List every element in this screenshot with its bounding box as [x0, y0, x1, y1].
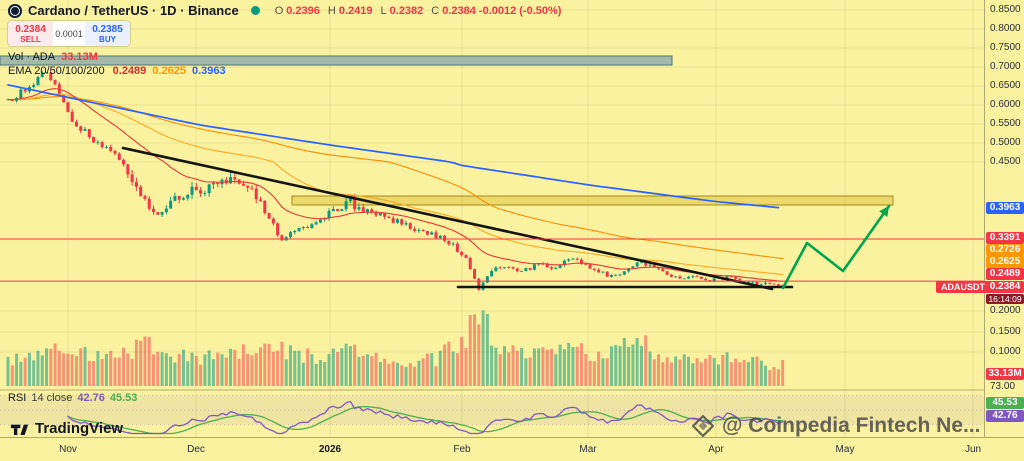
price-grid-label: 0.5000 — [990, 137, 1021, 148]
close-value: 0.2384 — [442, 4, 476, 17]
coinpedia-logo-icon — [692, 415, 714, 437]
symbol-header: Cardano / TetherUS · 1D · Binance O 0.239… — [8, 3, 561, 18]
price-grid-label: 0.1000 — [990, 346, 1021, 357]
open-value: 0.2396 — [286, 4, 320, 17]
market-status-icon — [250, 6, 260, 15]
price-grid-label: 0.7500 — [990, 42, 1021, 53]
spread-value: 0.0001 — [53, 21, 85, 46]
close-label: C — [431, 4, 440, 17]
low-value: 0.2382 — [389, 4, 424, 17]
rsi-ma-value: 45.53 — [109, 392, 138, 404]
buy-label: BUY — [99, 34, 116, 44]
price-tag: 0.2489 — [986, 268, 1024, 280]
time-axis-label: Mar — [579, 444, 597, 455]
price-grid-label: 0.1500 — [990, 326, 1021, 337]
time-axis-label: 2026 — [318, 444, 342, 455]
time-axis-label: May — [835, 444, 855, 455]
rsi-indicator-label[interactable]: RSI — [8, 392, 27, 404]
price-tag: 0.3391 — [986, 232, 1024, 244]
time-axis-label: Apr — [708, 444, 724, 455]
tradingview-logo-icon — [10, 424, 29, 435]
sell-label: SELL — [20, 34, 41, 44]
countdown-tag: 16:14:09 — [986, 294, 1024, 304]
open-label: O — [274, 4, 284, 17]
symbol-price-chip: ADAUSDT — [936, 281, 990, 293]
change-value: -0.0012 (-0.50%) — [478, 4, 562, 17]
price-grid-label: 0.7000 — [990, 61, 1021, 72]
price-grid-label: 0.6000 — [990, 99, 1021, 110]
price-axis[interactable]: 0.8500 0.8000 0.7500 0.7000 0.6500 0.6000 0.55… — [984, 0, 1024, 437]
ema-values: 0.2489 0.2625 0.3963 — [107, 65, 226, 77]
ema-value: 0.2489 — [112, 65, 147, 77]
buy-price: 0.2385 — [92, 23, 123, 35]
watermark-text: @ Coinpedia Fintech Ne... — [722, 414, 981, 437]
price-grid-label: 0.8000 — [990, 23, 1021, 34]
watermark: @ Coinpedia Fintech Ne... — [692, 414, 981, 438]
rsi-params: 14 close — [31, 392, 73, 404]
ema-indicator-row: EMA 20/50/100/200 0.2489 0.2625 0.3963 — [8, 65, 226, 77]
ema-value: 0.3963 — [191, 65, 226, 77]
price-grid-label: 0.2000 — [990, 305, 1021, 316]
low-label: L — [380, 4, 387, 17]
rsi-value-tag: 45.53 — [986, 397, 1024, 409]
tradingview-logo[interactable]: TradingView — [10, 420, 123, 437]
time-axis-label: Jun — [964, 444, 982, 455]
volume-indicator-label[interactable]: Vol · ADA — [8, 51, 56, 63]
rsi-indicator-row: RSI 14 close 42.76 45.53 — [8, 392, 137, 404]
buy-button[interactable]: 0.2385 BUY — [85, 21, 130, 46]
ema-indicator-label[interactable]: EMA 20/50/100/200 — [8, 65, 105, 77]
price-grid-label: 0.8500 — [990, 4, 1021, 15]
time-axis-label: Dec — [187, 444, 205, 455]
sell-price: 0.2384 — [15, 23, 46, 35]
tradingview-logo-text: TradingView — [35, 420, 124, 437]
price-grid-label: 0.5500 — [990, 118, 1021, 129]
price-tag: 0.3963 — [986, 202, 1024, 214]
time-axis-label: Feb — [453, 444, 471, 455]
axis-misc-label: 73.00 — [990, 381, 1016, 392]
ohlc-readout: O 0.2396 H 0.2419 L 0.2382 C 0.2384 -0.0012 … — [270, 5, 562, 17]
volume-indicator-row: Vol · ADA 33.13M — [8, 51, 98, 63]
price-grid-label: 0.6500 — [990, 80, 1021, 91]
time-axis-label: Nov — [59, 444, 77, 455]
symbol-title[interactable]: Cardano / TetherUS · 1D · Binance — [28, 3, 239, 18]
volume-tag: 33.13M — [986, 368, 1024, 380]
cardano-logo-icon — [8, 3, 22, 18]
time-axis[interactable]: Nov Dec 2026 Feb Mar Apr May Jun — [0, 437, 1024, 461]
rsi-value: 42.76 — [77, 392, 105, 404]
high-label: H — [327, 4, 336, 17]
trade-widget: 0.2384 SELL 0.0001 0.2385 BUY — [8, 21, 130, 46]
volume-indicator-value: 33.13M — [61, 51, 98, 63]
price-grid-label: 0.4500 — [990, 156, 1021, 167]
sell-button[interactable]: 0.2384 SELL — [8, 21, 53, 46]
price-tag: 0.2726 — [986, 244, 1024, 256]
last-price-tag: 0.2384 — [986, 281, 1024, 293]
rsi-value-tag: 42.76 — [986, 410, 1024, 422]
high-value: 0.2419 — [338, 4, 373, 17]
price-tag: 0.2625 — [986, 256, 1024, 268]
ema-value: 0.2625 — [152, 65, 186, 77]
